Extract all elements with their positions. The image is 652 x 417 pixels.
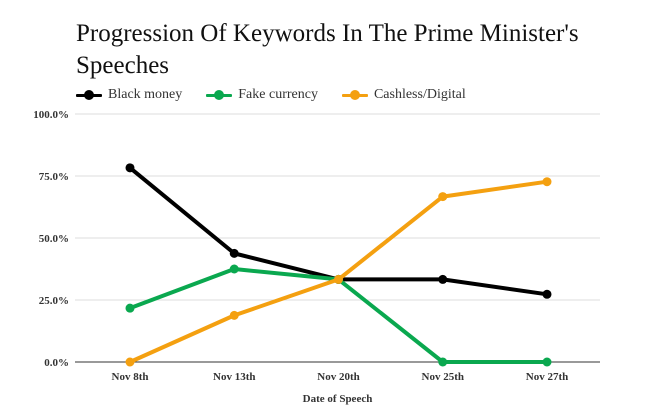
chart-title: Progression Of Keywords In The Prime Min… [76,20,579,79]
x-tick-label: Nov 13th [213,371,255,383]
data-point-cashless-digital [334,274,343,284]
y-tick-label: 25.0% [39,295,69,307]
series-line-cashless-digital [128,179,549,364]
data-point-black-money [438,274,448,284]
data-point-black-money [125,163,135,173]
data-point-fake-currency [542,357,552,367]
legend-dot-black-money [84,90,94,100]
x-tick-label: Nov 25th [422,371,464,383]
legend-swatch-black-money [76,88,102,102]
data-point-cashless-digital [438,192,448,202]
data-point-black-money [542,289,552,299]
data-point-fake-currency [125,303,135,313]
x-tick-label: Nov 27th [526,371,568,383]
data-point-fake-currency [229,264,239,274]
x-tick-label: Nov 20th [317,371,359,383]
data-point-fake-currency [438,357,448,367]
data-point-cashless-digital [229,310,239,320]
x-axis-title: Date of Speech [303,393,373,405]
legend-label-black-money: Black money [108,87,183,102]
x-tick-label: Nov 8th [112,371,149,383]
legend-dot-cashless-digital [349,90,360,100]
y-tick-label: 100.0% [33,109,69,121]
legend-dot-fake-currency [214,90,225,100]
legend-swatch-fake-currency [206,88,233,102]
legend-item-cashless-digital[interactable]: Cashless/Digital [341,87,466,103]
data-point-cashless-digital [125,357,135,367]
y-tick-label: 75.0% [39,171,69,183]
data-point-cashless-digital [542,177,552,187]
y-tick-label: 0.0% [44,357,69,369]
legend-item-fake-currency[interactable]: Fake currency [206,87,318,103]
chart-legend: Black money Fake currency Cashless/Digit… [76,85,490,105]
legend-label-fake-currency: Fake currency [238,87,318,102]
legend-item-black-money[interactable]: Black money [76,87,182,103]
legend-swatch-cashless-digital [341,88,368,102]
legend-label-cashless-digital: Cashless/Digital [373,87,466,102]
data-point-black-money [229,248,239,258]
y-tick-label: 50.0% [39,233,69,245]
